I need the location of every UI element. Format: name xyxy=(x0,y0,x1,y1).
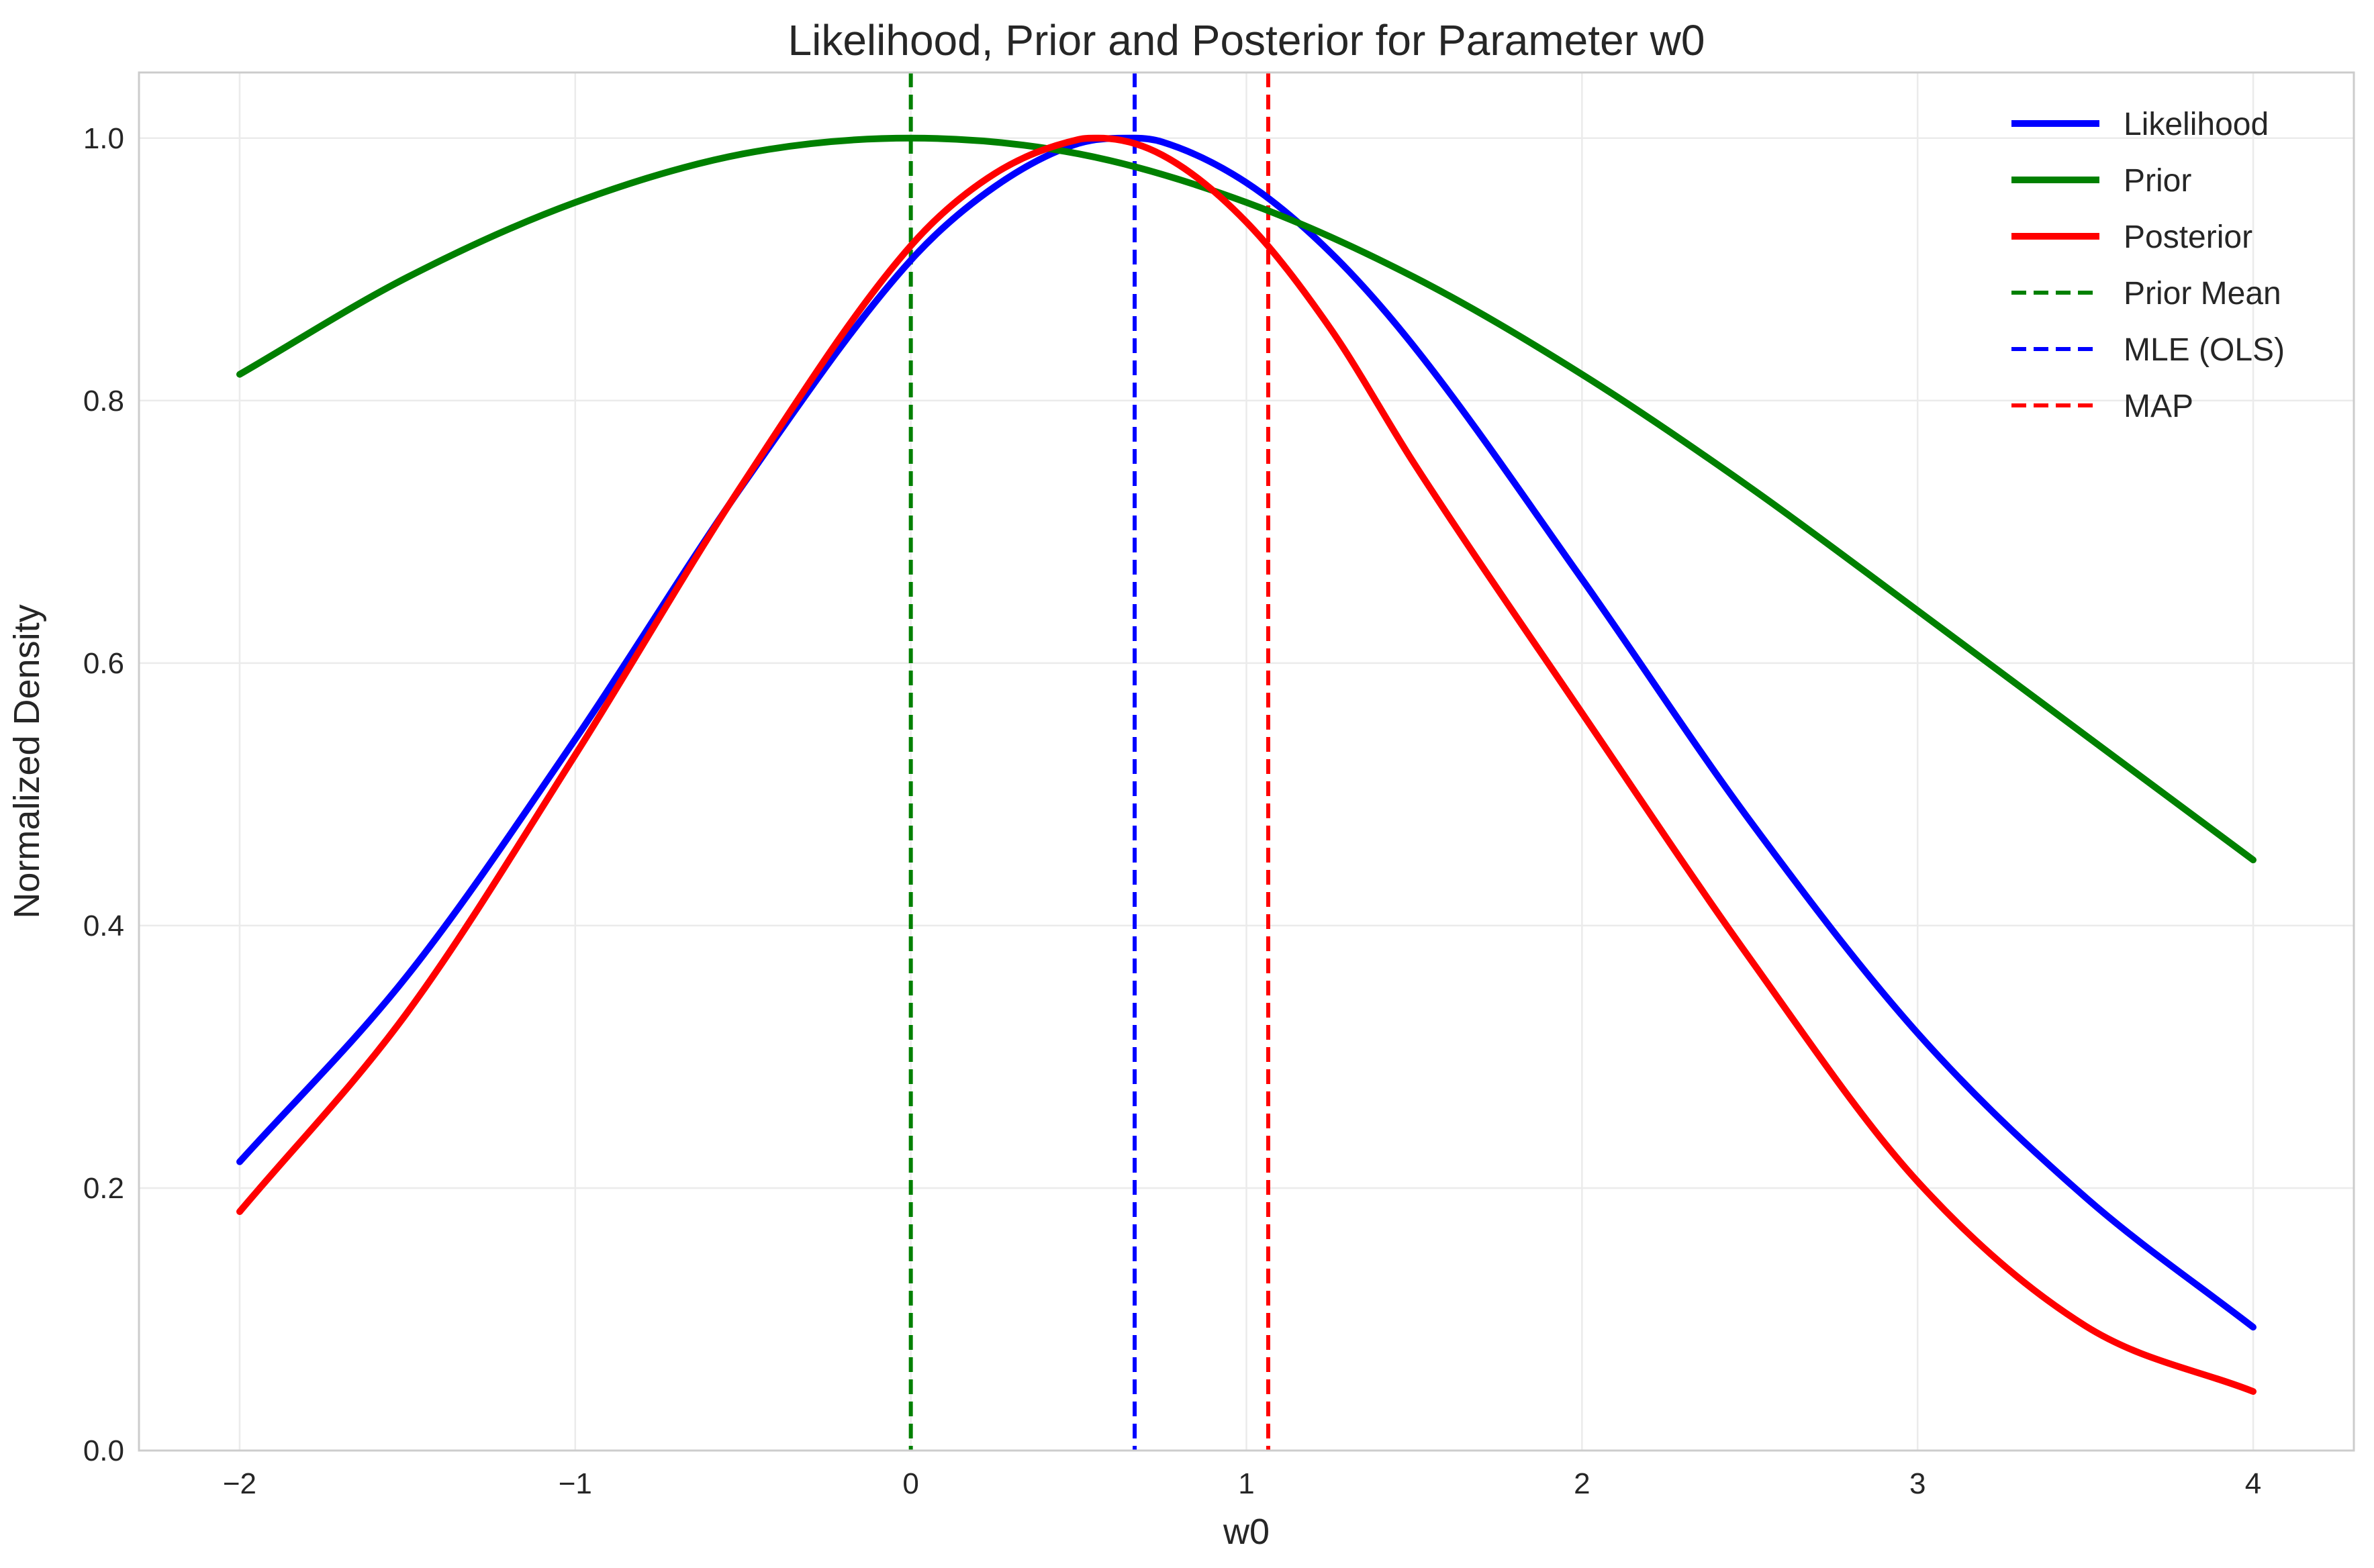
legend-label: MLE (OLS) xyxy=(2124,332,2285,368)
x-tick-label: 0 xyxy=(902,1467,918,1500)
y-tick-label: 0.6 xyxy=(83,647,124,680)
series-line-prior xyxy=(236,134,2257,864)
y-tick-label: 0.8 xyxy=(83,385,124,418)
x-tick-label: 4 xyxy=(2245,1467,2261,1500)
x-tick-label: 2 xyxy=(1574,1467,1590,1500)
x-axis-title: w0 xyxy=(1223,1512,1270,1552)
vertical-lines xyxy=(908,72,1270,1451)
ticks: −2 −1 0 1 2 3 4 0.0 0.2 0.4 0.6 0.8 1.0 xyxy=(83,122,2261,1500)
series-line-posterior xyxy=(236,134,2257,1395)
legend-label: Posterior xyxy=(2124,219,2252,255)
y-tick-label: 0.2 xyxy=(83,1172,124,1205)
chart-title: Likelihood, Prior and Posterior for Para… xyxy=(788,16,1705,64)
legend-label: MAP xyxy=(2124,389,2193,424)
y-tick-label: 0.0 xyxy=(83,1434,124,1467)
x-tick-label: −1 xyxy=(559,1467,592,1500)
legend-label: Prior Mean xyxy=(2124,276,2281,311)
y-axis-title: Normalized Density xyxy=(7,604,47,918)
series-line-likelihood xyxy=(236,134,2257,1331)
series-lines xyxy=(236,134,2257,1395)
plot-frame xyxy=(138,71,2355,1452)
x-tick-label: 3 xyxy=(1909,1467,1926,1500)
x-tick-label: −2 xyxy=(223,1467,256,1500)
y-tick-label: 1.0 xyxy=(83,122,124,155)
legend: Likelihood Prior Posterior Prior Mean MLE (O… xyxy=(2011,107,2285,424)
legend-label: Likelihood xyxy=(2124,107,2269,142)
x-tick-label: 1 xyxy=(1238,1467,1254,1500)
y-tick-label: 0.4 xyxy=(83,910,124,942)
legend-label: Prior xyxy=(2124,163,2191,199)
